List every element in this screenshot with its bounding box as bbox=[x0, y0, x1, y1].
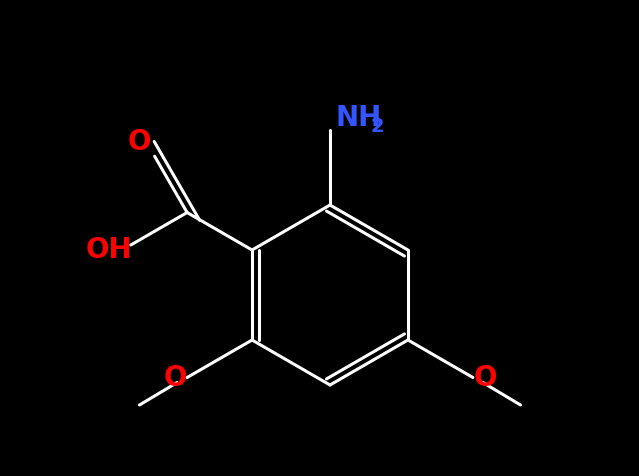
Text: O: O bbox=[164, 364, 187, 391]
Text: O: O bbox=[473, 364, 497, 391]
Text: NH: NH bbox=[335, 104, 381, 132]
Text: O: O bbox=[127, 128, 151, 156]
Text: 2: 2 bbox=[371, 118, 385, 137]
Text: OH: OH bbox=[86, 236, 132, 264]
